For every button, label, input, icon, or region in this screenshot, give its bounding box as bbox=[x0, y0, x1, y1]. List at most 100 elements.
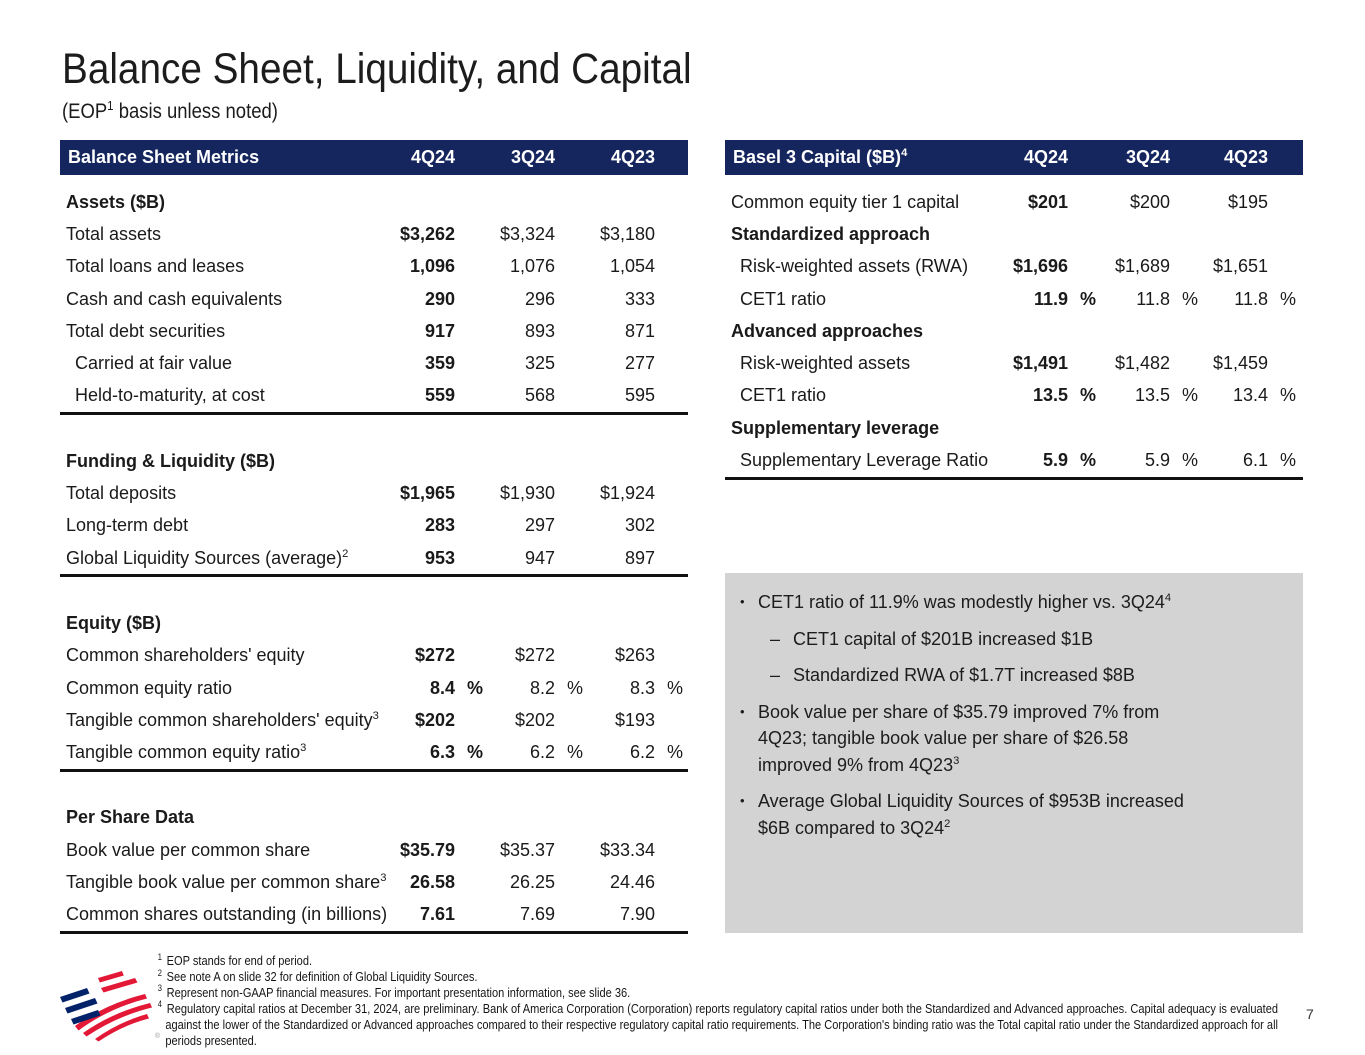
value-3q24: 568 bbox=[524, 385, 555, 406]
bullet-marker: • bbox=[740, 703, 745, 719]
value-4q23: $195 bbox=[1227, 191, 1268, 212]
bullet-marker: • bbox=[740, 793, 745, 808]
row-label: Advanced approaches bbox=[731, 320, 924, 341]
table-row: Carried at fair value 359 325 277 bbox=[60, 347, 688, 379]
table-row: Common equity ratio 8.4% 8.2% 8.3% bbox=[60, 672, 688, 704]
highlight-bullet: – CET1 capital of $201B increased $1B bbox=[725, 626, 1283, 653]
value-4q23: 897 bbox=[624, 547, 655, 568]
table-row: Global Liquidity Sources (average)2 953 94… bbox=[60, 542, 688, 574]
table-row: Common shareholders' equity $272 $272 $263 bbox=[60, 640, 688, 672]
table-row: CET1 ratio 11.9% 11.8% 11.8% bbox=[725, 283, 1303, 315]
value-4q24: 26.58 bbox=[409, 871, 455, 892]
table-section: Equity ($B) Common shareholders' equity $2… bbox=[60, 607, 688, 772]
percent-sign: % bbox=[567, 742, 584, 763]
value-4q23: $3,180 bbox=[599, 223, 655, 244]
row-label: Total assets bbox=[66, 223, 162, 244]
table-row: Risk-weighted assets $1,491 $1,482 $1,459 bbox=[725, 347, 1303, 379]
value-4q23: 1,054 bbox=[609, 256, 655, 277]
value-4q23: 24.46 bbox=[609, 871, 655, 892]
table-row: Supplementary leverage bbox=[725, 412, 1303, 444]
row-label: Supplementary leverage bbox=[731, 417, 940, 438]
table-row: Total loans and leases 1,096 1,076 1,054 bbox=[60, 251, 688, 283]
value-4q24: $272 bbox=[414, 645, 455, 666]
value-4q23: 11.8 bbox=[1234, 288, 1268, 309]
row-label: Tangible book value per common share3 bbox=[66, 871, 387, 892]
table-row: Tangible common equity ratio3 6.3% 6.2% 6.2… bbox=[60, 736, 688, 768]
value-4q24: 359 bbox=[424, 353, 455, 374]
row-label: Book value per common share bbox=[66, 839, 311, 860]
row-label: Total deposits bbox=[66, 483, 177, 504]
table-body: Assets ($B) Total assets $3,262 $3,324 $3,18… bbox=[60, 186, 688, 934]
value-4q23: 302 bbox=[624, 515, 655, 536]
row-label: Risk-weighted assets (RWA) bbox=[740, 256, 969, 277]
footnote: 1 EOP stands for end of period. bbox=[157, 951, 313, 968]
value-3q24: 26.25 bbox=[509, 871, 555, 892]
table-row: Per Share Data bbox=[60, 802, 688, 834]
row-label: Common equity ratio bbox=[66, 677, 233, 698]
row-label: Carried at fair value bbox=[75, 353, 233, 374]
row-label: Total loans and leases bbox=[66, 256, 245, 277]
value-3q24: 325 bbox=[524, 353, 555, 374]
table-row: Funding & Liquidity ($B) bbox=[60, 445, 688, 477]
value-3q24: 297 bbox=[524, 515, 555, 536]
highlight-bullet: • CET1 ratio of 11.9% was modestly higher… bbox=[725, 589, 1283, 616]
table-row: CET1 ratio 13.5% 13.5% 13.4% bbox=[725, 380, 1303, 412]
row-label: Equity ($B) bbox=[66, 612, 162, 633]
bullet-text: Average Global Liquidity Sources of $953… bbox=[758, 791, 1184, 838]
value-3q24: 5.9 bbox=[1144, 450, 1170, 471]
row-label: Long-term debt bbox=[66, 515, 189, 536]
value-3q24: 1,076 bbox=[509, 256, 555, 277]
percent-sign: % bbox=[667, 677, 684, 698]
balance-sheet-metrics-table: Balance Sheet Metrics 4Q24 3Q24 4Q23 Assets … bbox=[60, 140, 688, 934]
value-4q24: $1,696 bbox=[1012, 256, 1068, 277]
page-number: 7 bbox=[1306, 1006, 1314, 1022]
table-row: Long-term debt 283 297 302 bbox=[60, 510, 688, 542]
row-label: CET1 ratio bbox=[740, 288, 827, 309]
value-4q24: $35.79 bbox=[399, 839, 455, 860]
value-4q23: 871 bbox=[624, 320, 655, 341]
row-label: Held-to-maturity, at cost bbox=[75, 385, 265, 406]
table-row: Cash and cash equivalents 290 296 333 bbox=[60, 283, 688, 315]
value-4q24: 6.3 bbox=[429, 742, 455, 763]
value-3q24: 11.8 bbox=[1136, 288, 1170, 309]
row-label: Supplementary Leverage Ratio bbox=[740, 450, 989, 471]
table-section: Per Share Data Book value per common shar… bbox=[60, 802, 688, 934]
table-row: Common equity tier 1 capital $201 $200 $195 bbox=[725, 186, 1303, 218]
value-4q23: 595 bbox=[624, 385, 655, 406]
bullet-text: Book value per share of $35.79 improved … bbox=[758, 701, 1160, 775]
bullet-text: CET1 ratio of 11.9% was modestly higher … bbox=[758, 592, 1172, 612]
section-divider bbox=[60, 412, 688, 416]
table-row: Total deposits $1,965 $1,930 $1,924 bbox=[60, 477, 688, 509]
table-row: Risk-weighted assets (RWA) $1,696 $1,689 $1… bbox=[725, 251, 1303, 283]
highlight-bullet: – Standardized RWA of $1.7T increased $8B bbox=[725, 662, 1283, 689]
page-title: Balance Sheet, Liquidity, and Capital bbox=[62, 45, 692, 93]
value-4q24: 1,096 bbox=[409, 256, 455, 277]
bullet-text: CET1 capital of $201B increased $1B bbox=[793, 628, 1094, 649]
table-row: Book value per common share $35.79 $35.37 $… bbox=[60, 834, 688, 866]
bank-of-america-logo: ® bbox=[57, 970, 160, 1042]
value-3q24: 6.2 bbox=[529, 742, 555, 763]
table-row: Supplementary Leverage Ratio 5.9% 5.9% 6.1% bbox=[725, 444, 1303, 476]
percent-sign: % bbox=[1182, 450, 1199, 471]
value-4q24: 953 bbox=[424, 547, 455, 568]
table-row: Total debt securities 917 893 871 bbox=[60, 315, 688, 347]
value-4q23: 333 bbox=[624, 288, 655, 309]
registered-mark: ® bbox=[154, 1033, 160, 1040]
value-3q24: $200 bbox=[1129, 191, 1170, 212]
value-4q23: 7.90 bbox=[619, 904, 655, 925]
table-row: Common shares outstanding (in billions) 7… bbox=[60, 899, 688, 931]
value-4q24: 559 bbox=[424, 385, 455, 406]
percent-sign: % bbox=[1182, 385, 1199, 406]
row-label: Per Share Data bbox=[66, 807, 195, 828]
column-header-3q24: 3Q24 bbox=[510, 147, 555, 167]
value-3q24: 947 bbox=[524, 547, 555, 568]
value-4q23: 13.4 bbox=[1232, 385, 1268, 406]
column-header-4q24: 4Q24 bbox=[410, 147, 455, 167]
row-label: Common shares outstanding (in billions) bbox=[66, 904, 388, 925]
percent-sign: % bbox=[1080, 450, 1097, 471]
value-4q24: $201 bbox=[1027, 191, 1068, 212]
percent-sign: % bbox=[467, 742, 484, 763]
value-4q24: $1,965 bbox=[399, 483, 455, 504]
table-row: Equity ($B) bbox=[60, 607, 688, 639]
